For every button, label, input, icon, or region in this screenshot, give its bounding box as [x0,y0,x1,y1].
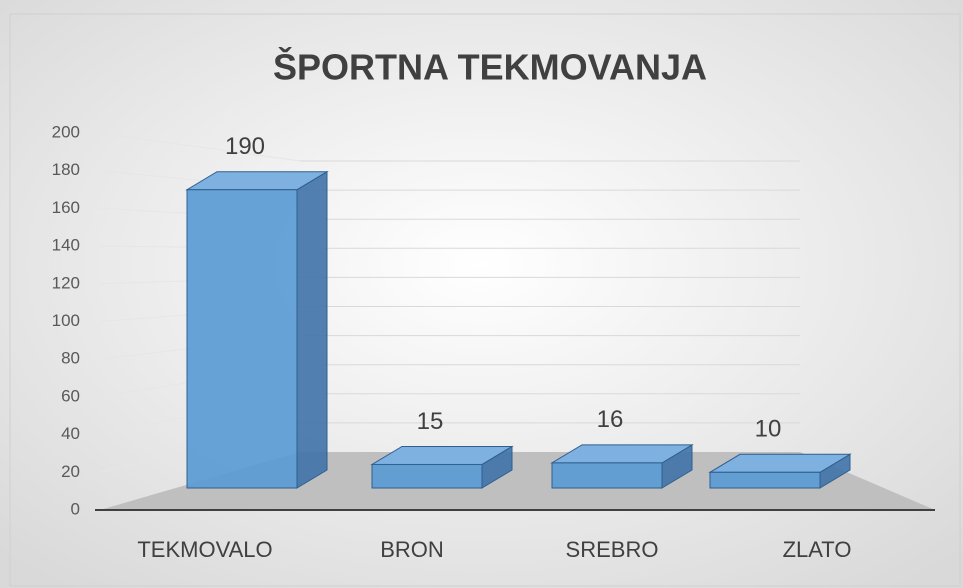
y-tick-label: 80 [61,349,80,368]
y-tick-label: 180 [52,160,80,179]
y-tick-label: 100 [52,311,80,330]
x-tick-label: SREBRO [566,537,659,562]
y-tick-label: 140 [52,236,80,255]
data-label: 16 [597,406,624,433]
x-tick-label: BRON [380,537,444,562]
bar [371,463,483,489]
y-tick-label: 120 [52,273,80,292]
bar-side [296,170,328,489]
bar [551,462,663,489]
border [9,13,961,587]
data-label: 190 [225,133,265,160]
x-tick-label: TEKMOVALO [137,537,272,562]
bar [709,471,821,489]
chart-title: ŠPORTNA TEKMOVANJA [273,46,707,88]
bar [186,189,298,489]
y-tick-label: 160 [52,198,80,217]
data-label: 10 [755,416,782,443]
y-tick-label: 20 [61,462,80,481]
y-tick-label: 200 [52,122,80,141]
y-tick-label: 60 [61,386,80,405]
y-tick-label: 40 [61,424,80,443]
grid-line [99,132,301,162]
x-tick-label: ZLATO [783,537,852,562]
data-label: 15 [417,408,444,435]
y-tick-label: 0 [71,499,80,518]
